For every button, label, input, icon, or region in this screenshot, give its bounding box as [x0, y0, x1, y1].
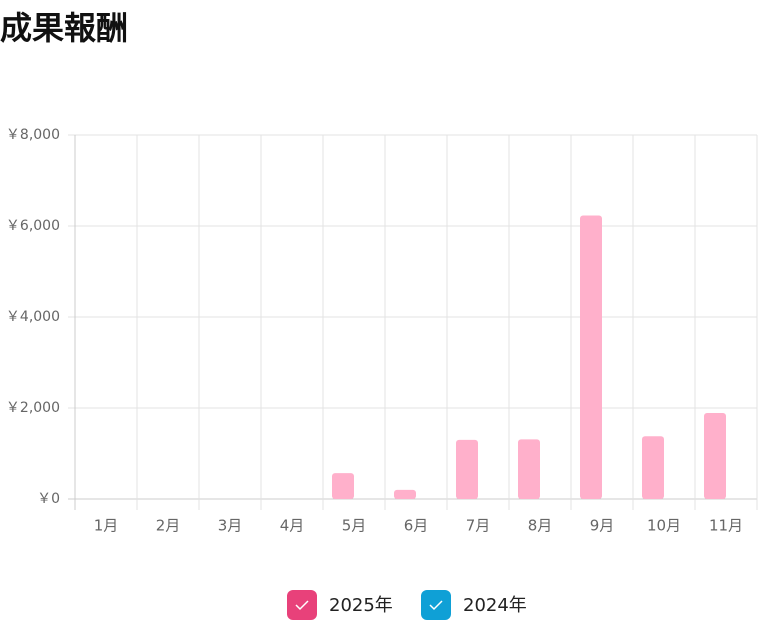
legend-label[interactable]: 2024年 [463, 595, 527, 616]
bar [704, 413, 726, 499]
y-tick-label: ￥0 [37, 491, 60, 507]
x-tick-label: 9月 [590, 517, 615, 535]
x-tick-label: 11月 [709, 517, 743, 535]
bar [580, 215, 602, 499]
x-tick-label: 2月 [156, 517, 181, 535]
legend-label[interactable]: 2025年 [329, 595, 393, 616]
x-tick-label: 7月 [466, 517, 491, 535]
legend-check [295, 600, 309, 611]
bar [394, 489, 416, 499]
legend-swatch [421, 590, 451, 620]
x-tick-label: 6月 [404, 517, 429, 535]
legend-swatch [287, 590, 317, 620]
x-tick-label: 5月 [342, 517, 367, 535]
y-tick-label: ￥2,000 [6, 400, 60, 416]
y-tick-label: ￥8,000 [6, 127, 60, 143]
y-tick-label: ￥6,000 [6, 218, 60, 234]
y-tick-label: ￥4,000 [6, 309, 60, 325]
bar [642, 436, 664, 499]
chart-title: 成果報酬 [0, 9, 128, 47]
x-tick-label: 10月 [647, 517, 681, 535]
x-tick-label: 1月 [94, 517, 119, 535]
legend-check [429, 600, 443, 611]
bar [456, 439, 478, 499]
bar [332, 473, 354, 499]
bar [518, 439, 540, 499]
x-tick-label: 8月 [528, 517, 553, 535]
x-tick-label: 3月 [218, 517, 243, 535]
x-tick-label: 4月 [280, 517, 305, 535]
